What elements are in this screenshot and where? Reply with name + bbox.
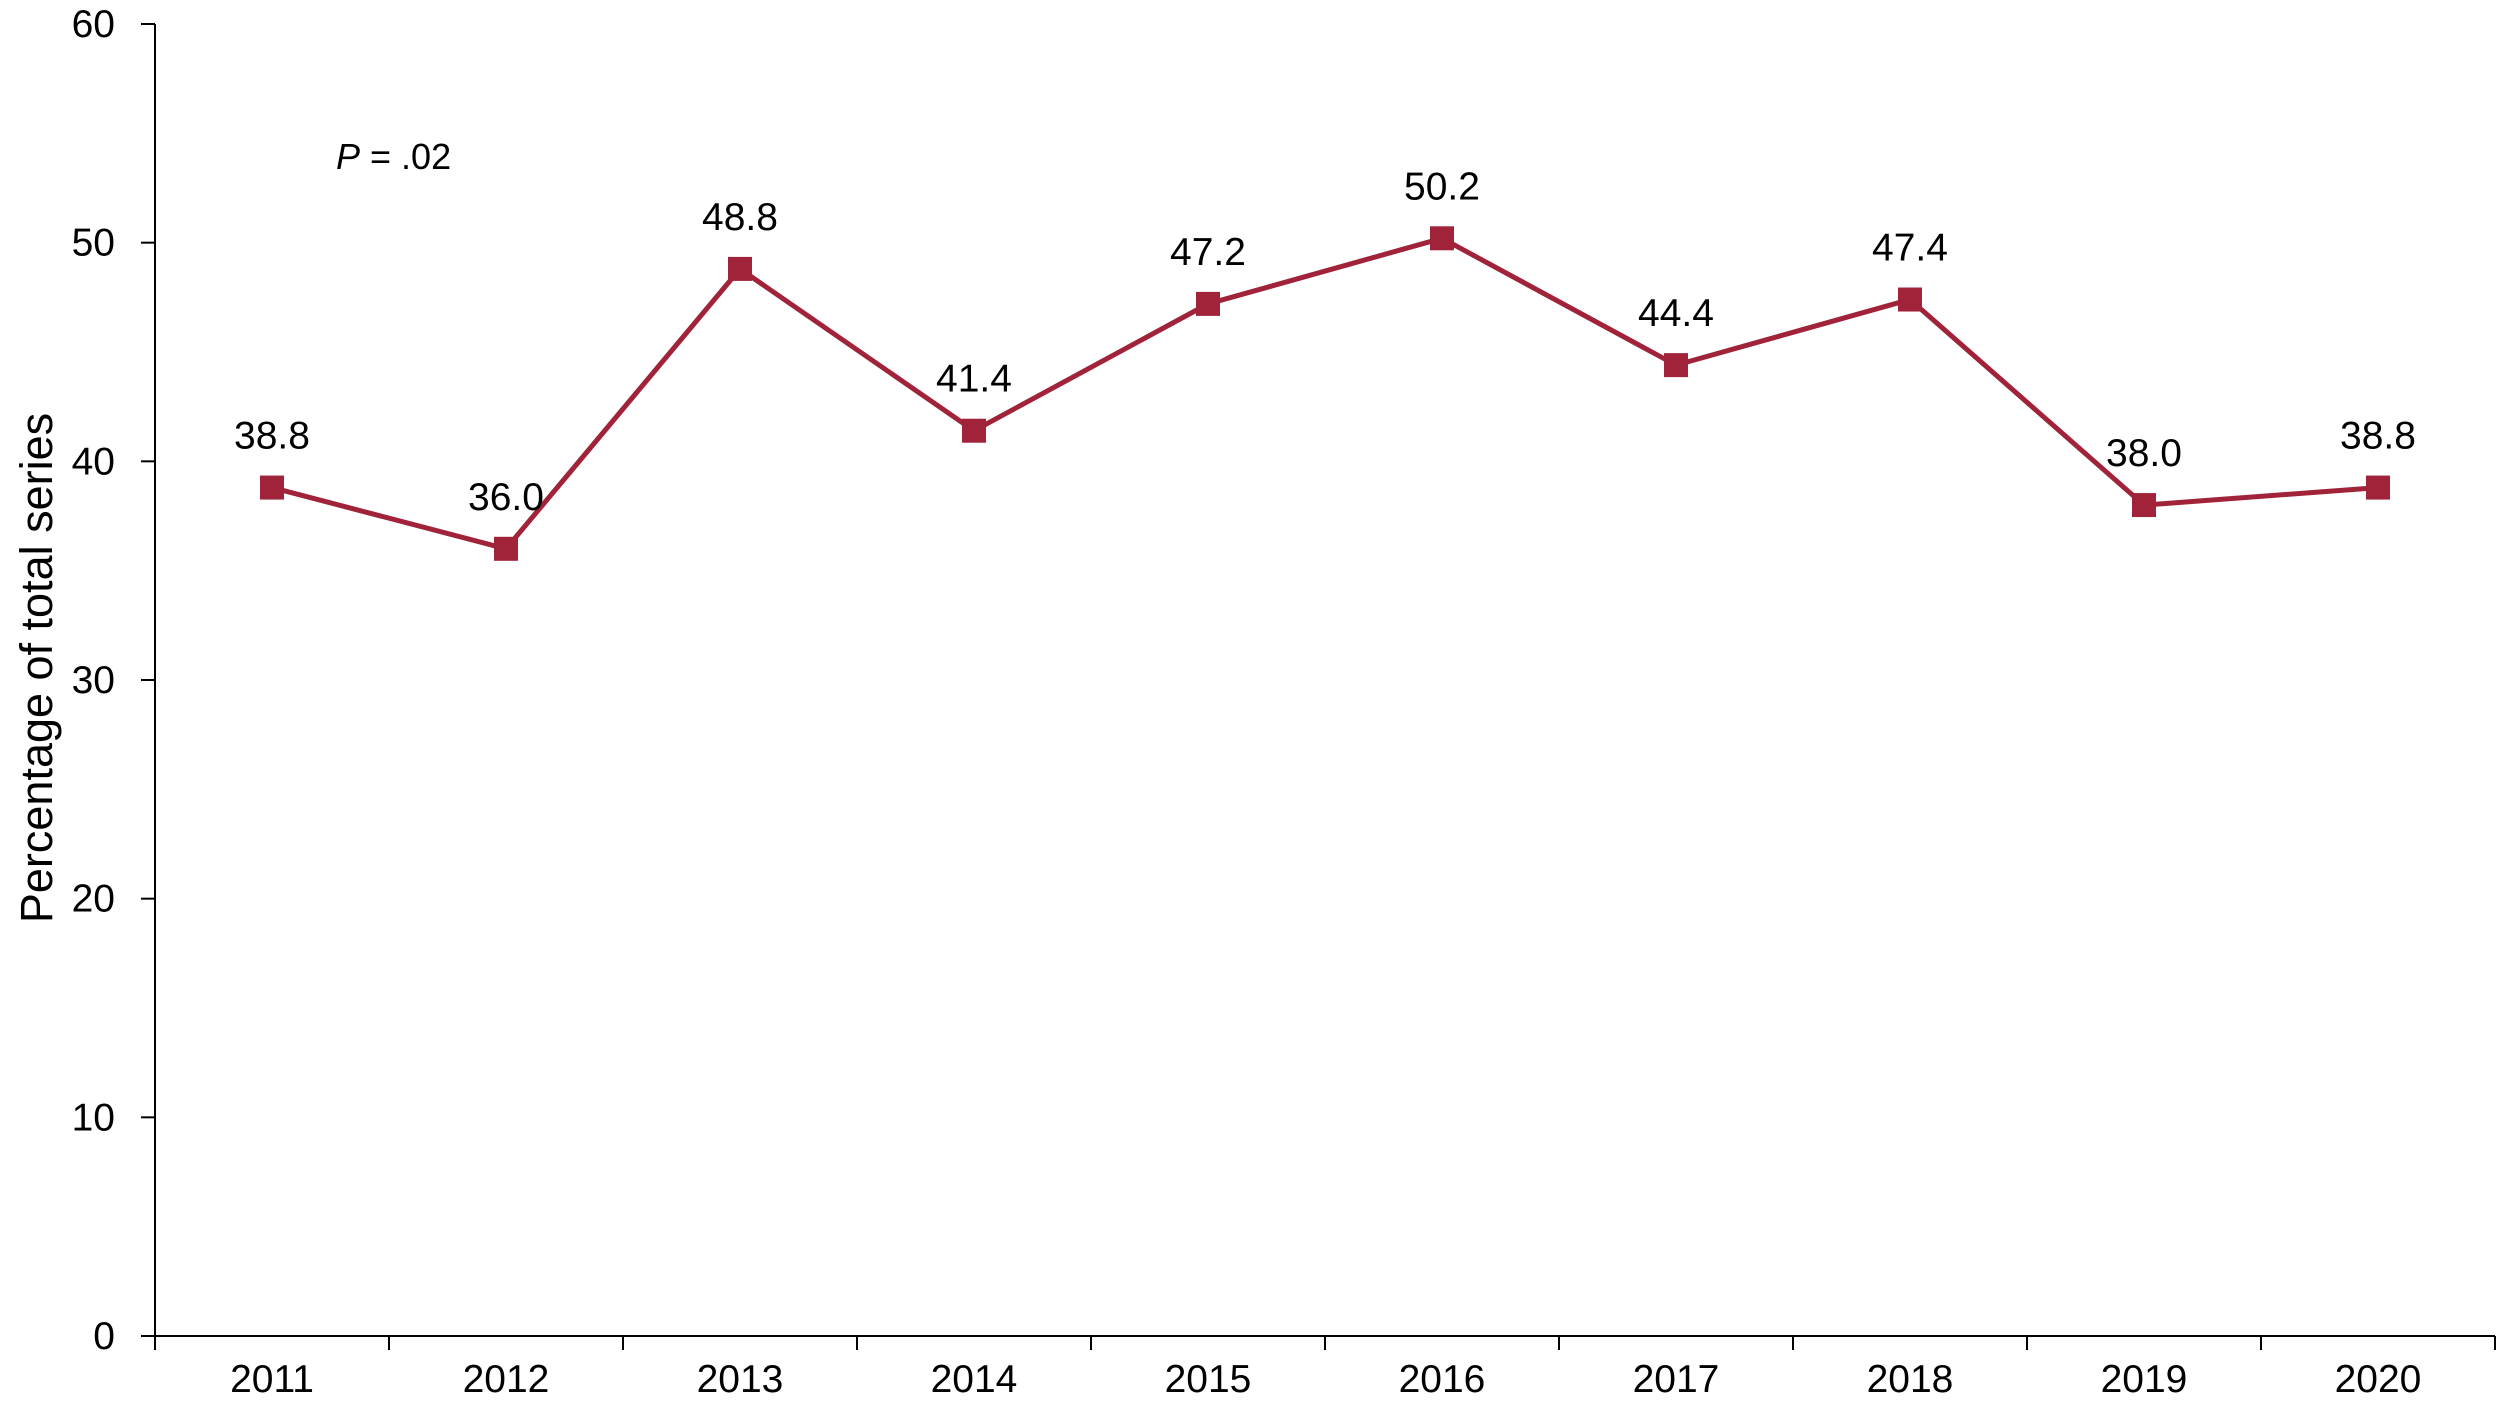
x-axis-ticks: 2011 2012 2013 2014 2015 2016 2017 2018 2019 2020 [154,1336,2496,1401]
series-line [271,235,2379,552]
data-label: 36.0 [468,476,544,519]
series-group [260,226,2390,561]
y-tick-label: 0 [93,1315,115,1358]
data-point-marker [2366,475,2390,500]
data-point-marker [1196,291,1220,316]
x-tick-label: 2013 [697,1358,784,1401]
y-tick-label: 20 [72,878,115,921]
x-tick-label: 2020 [2335,1358,2422,1401]
data-point-marker [260,475,284,500]
p-value-symbol: P [336,136,360,177]
axes [154,24,2495,1337]
data-labels: 38.8 36.0 48.8 41.4 47.2 50.2 44.4 47.4 38.0 38.8 [234,165,2416,519]
data-label: 50.2 [1404,165,1480,208]
x-tick-label: 2019 [2101,1358,2188,1401]
data-point-marker [728,256,752,281]
x-tick-label: 2012 [463,1358,550,1401]
data-label: 44.4 [1638,292,1714,335]
data-label: 47.2 [1170,231,1246,274]
data-label: 38.8 [234,415,310,458]
data-label: 48.8 [702,196,778,239]
data-point-marker [1664,353,1688,378]
x-tick-label: 2018 [1867,1358,1954,1401]
x-tick-label: 2015 [1165,1358,1252,1401]
data-point-marker [2132,493,2156,518]
data-point-marker [494,536,518,561]
data-point-marker [1898,287,1922,312]
data-label: 47.4 [1872,227,1948,270]
y-tick-label: 60 [72,3,115,46]
y-axis-title: Percentage of total series [11,413,62,923]
data-label: 38.8 [2340,415,2416,458]
data-label: 41.4 [936,358,1012,401]
y-tick-label: 40 [72,440,115,483]
x-tick-label: 2016 [1399,1358,1486,1401]
data-point-marker [962,418,986,443]
x-tick-label: 2011 [230,1358,314,1401]
x-tick-label: 2014 [931,1358,1018,1401]
y-axis-ticks: 0 10 20 30 40 50 60 [72,3,155,1358]
x-tick-label: 2017 [1633,1358,1720,1401]
p-value-annotation: P = .02 [336,136,451,177]
data-point-marker [1430,226,1454,251]
y-tick-label: 30 [72,659,115,702]
p-value-text: = .02 [360,136,451,177]
y-tick-label: 10 [72,1096,115,1139]
data-label: 38.0 [2106,432,2182,475]
y-tick-label: 50 [72,222,115,265]
